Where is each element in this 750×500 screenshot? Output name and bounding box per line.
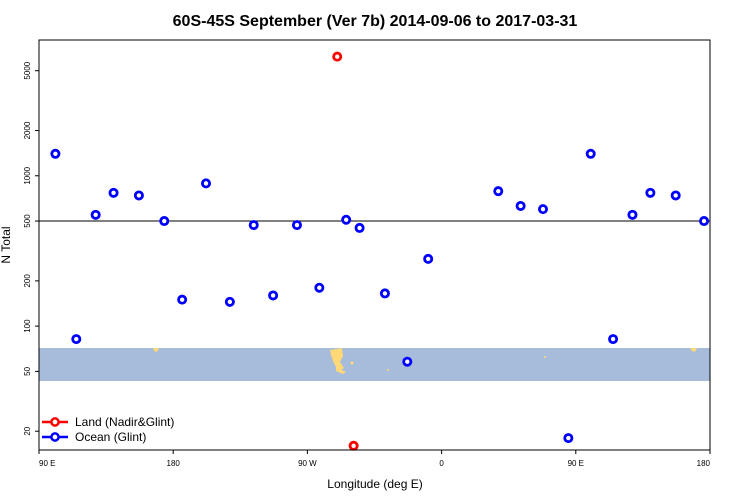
land-fragment-south-america: [330, 348, 344, 371]
ocean-point: [537, 204, 548, 215]
ocean-point: [379, 288, 390, 299]
plot-frame: [38, 39, 711, 451]
land-fragment-island: [544, 356, 546, 358]
ocean-point: [177, 294, 188, 305]
ocean-point: [108, 187, 119, 198]
ocean-point: [268, 290, 279, 301]
y-tick-label: 1000: [23, 166, 32, 184]
ocean-point: [493, 186, 504, 197]
ocean-point: [133, 190, 144, 201]
data-points: [50, 51, 710, 451]
land-fragment-tasmania: [690, 348, 697, 352]
x-tick-label: 90 E: [568, 459, 584, 468]
x-tick-label: 90 E: [39, 459, 55, 468]
ocean-point: [563, 433, 574, 444]
x-tick-label: 0: [439, 459, 444, 468]
legend-marker-ocean: [50, 432, 60, 442]
y-axis-label: N Total: [0, 226, 13, 263]
ocean-point: [201, 178, 212, 189]
land-point: [332, 51, 343, 62]
ocean-point: [341, 214, 352, 225]
ocean-point: [423, 253, 434, 264]
land-fragment-island: [387, 369, 389, 371]
ocean-point: [291, 220, 302, 231]
ocean-point: [248, 220, 259, 231]
x-tick-label: 180: [167, 459, 181, 468]
ocean-point: [354, 222, 365, 233]
legend-marker-land: [50, 417, 60, 427]
x-tick-label: 180: [697, 459, 711, 468]
chart-title: 60S-45S September (Ver 7b) 2014-09-06 to…: [173, 13, 578, 30]
legend-label-land: Land (Nadir&Glint): [75, 415, 174, 429]
y-tick-label: 50: [23, 366, 32, 375]
land-fragment-south-america-tail: [336, 367, 346, 374]
ocean-point: [159, 216, 170, 227]
ocean-point: [71, 334, 82, 345]
x-axis-label: Longitude (deg E): [327, 477, 422, 491]
y-tick-label: 2000: [23, 121, 32, 139]
ocean-point: [90, 209, 101, 220]
y-tick-label: 20: [23, 426, 32, 435]
ocean-point: [515, 200, 526, 211]
ocean-point: [314, 282, 325, 293]
ocean-point: [627, 209, 638, 220]
ocean-point: [50, 148, 61, 159]
x-tick-label: 90 W: [298, 459, 317, 468]
land-fragment-island: [350, 361, 354, 365]
y-tick-label: 500: [23, 214, 32, 228]
ocean-point: [402, 356, 413, 367]
ocean-point: [585, 148, 596, 159]
land-fragment-new-zealand: [153, 348, 159, 352]
ocean-point: [670, 190, 681, 201]
x-axis: 90 E 180 90 W 0 90 E 180: [38, 450, 711, 468]
ocean-point: [699, 216, 710, 227]
y-tick-label: 100: [23, 319, 32, 333]
ocean-band: [39, 348, 710, 381]
land-point: [348, 440, 359, 451]
ocean-point: [608, 334, 619, 345]
map-strip: [39, 348, 710, 381]
legend: Land (Nadir&Glint) Ocean (Glint): [42, 415, 174, 444]
ocean-point: [224, 296, 235, 307]
y-tick-label: 5000: [23, 61, 32, 79]
y-axis: 20 50 100 200 500 1000 2000 5000: [23, 61, 39, 436]
y-tick-label: 200: [23, 274, 32, 288]
legend-label-ocean: Ocean (Glint): [75, 430, 146, 444]
ocean-point: [645, 187, 656, 198]
